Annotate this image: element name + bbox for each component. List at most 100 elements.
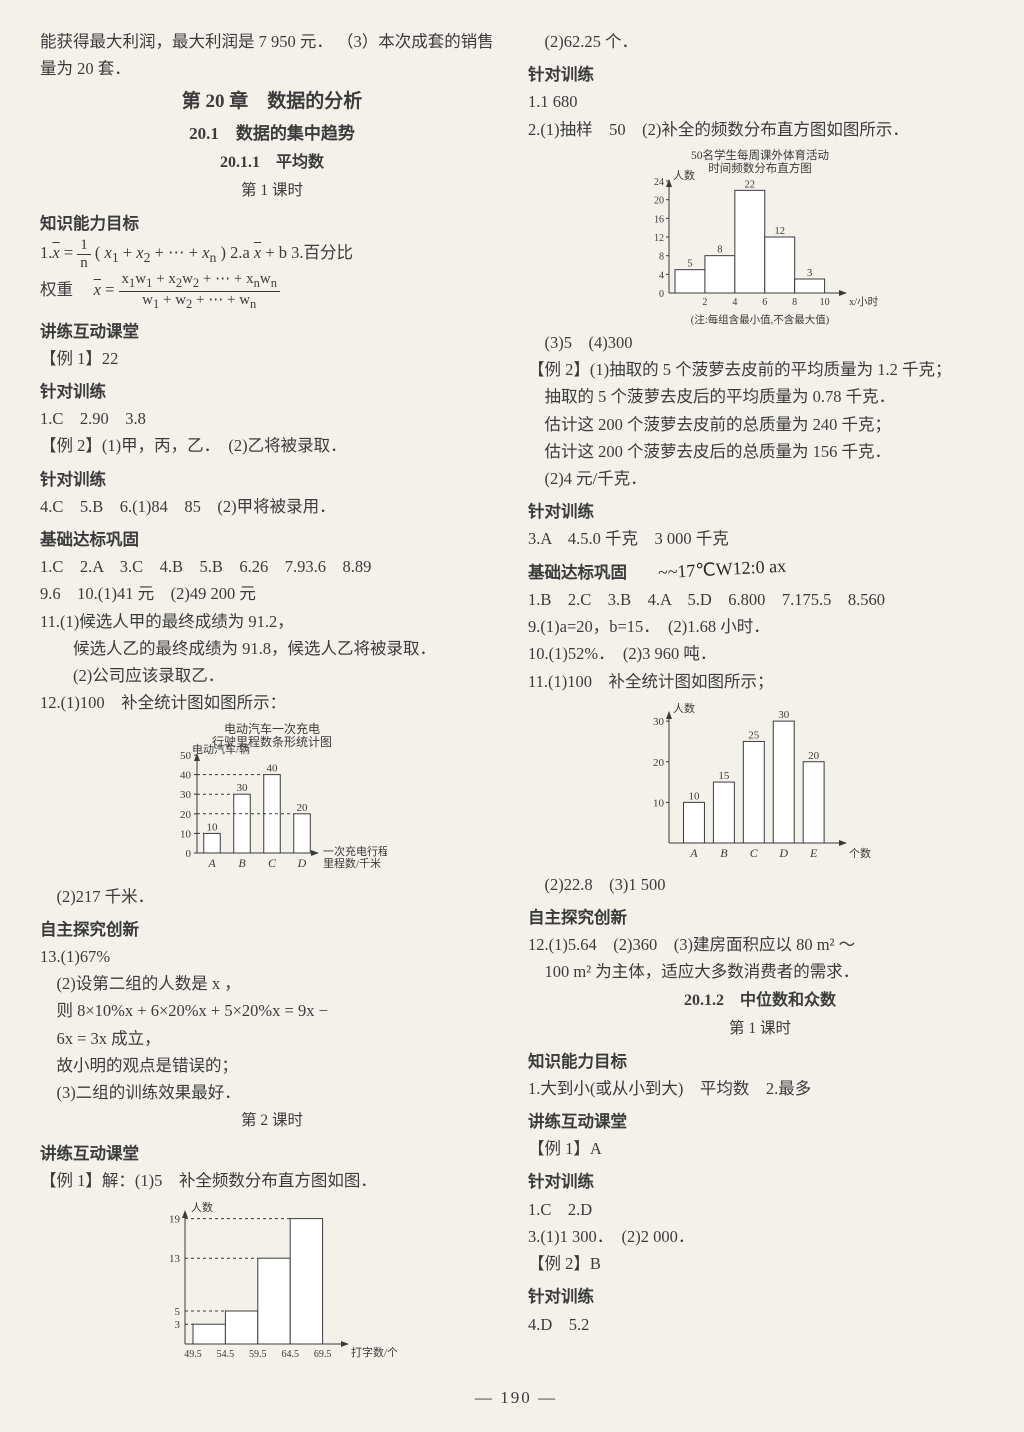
svg-text:个数: 个数	[849, 847, 871, 860]
heading-lecture: 讲练互动课堂	[40, 318, 504, 345]
svg-text:24: 24	[654, 177, 664, 188]
chart-4: 人数10203010A15B25C30D20E个数	[635, 699, 885, 869]
svg-text:69.5: 69.5	[314, 1349, 332, 1360]
formula-weight: 权重 x = x1w1 + x2w2 + ⋯ + xnwn w1 + w2 + …	[40, 271, 504, 312]
svg-text:30: 30	[237, 782, 249, 794]
explore-line: 6x = 3x 成立，	[40, 1025, 504, 1052]
example-1b: 【例 1】解：(1)5 补全频数分布直方图如图．	[40, 1167, 504, 1194]
svg-text:22: 22	[745, 179, 756, 190]
weight-label: 权重	[40, 280, 90, 299]
svg-text:13: 13	[169, 1254, 181, 1266]
svg-text:8: 8	[792, 297, 797, 308]
heading-train-r2: 针对训练	[528, 498, 992, 525]
svg-text:50名学生每周课外体育活动: 50名学生每周课外体育活动	[691, 148, 829, 162]
example-2r: 【例 2】(1)抽取的 5 个菠萝去皮前的平均质量为 1.2 千克；	[528, 356, 992, 383]
svg-text:A: A	[207, 856, 216, 870]
svg-text:0: 0	[659, 289, 664, 300]
svg-text:6: 6	[762, 297, 767, 308]
svg-text:4: 4	[732, 297, 737, 308]
svg-text:10: 10	[653, 797, 665, 809]
explore-line: 则 8×10%x + 6×20%x + 5×20%x = 9x −	[40, 997, 504, 1024]
base-line: 9.6 10.(1)41 元 (2)49 200 元	[40, 580, 504, 607]
base-line: (2)公司应该录取乙．	[40, 662, 504, 689]
chart-3: 50名学生每周课外体育活动时间频数分布直方图人数4812162024052842…	[635, 147, 885, 327]
svg-text:30: 30	[180, 789, 192, 801]
svg-text:20: 20	[297, 801, 309, 813]
heading-lecture-r: 讲练互动课堂	[528, 1108, 992, 1135]
right-column: (2)62.25 个． 针对训练 1.1 680 2.(1)抽样 50 (2)补…	[528, 28, 992, 1370]
svg-text:C: C	[268, 856, 277, 870]
svg-text:30: 30	[653, 716, 665, 728]
base-line: 10.(1)52%． (2)3 960 吨．	[528, 640, 992, 667]
lesson-label-2: 第 2 课时	[40, 1108, 504, 1134]
svg-text:54.5: 54.5	[217, 1349, 235, 1360]
knowledge-line: 1.大到小(或从小到大) 平均数 2.最多	[528, 1075, 992, 1102]
example-1: 【例 1】22	[40, 345, 504, 372]
chart-2: 人数打字数/个49.554.559.564.569.5351319	[147, 1198, 397, 1368]
svg-text:8: 8	[717, 245, 722, 256]
svg-text:40: 40	[180, 769, 192, 781]
heading-knowledge: 知识能力目标	[40, 210, 504, 237]
svg-text:15: 15	[718, 770, 730, 782]
heading-explore: 自主探究创新	[40, 916, 504, 943]
intro-text: 能获得最大利润，最大利润是 7 950 元． （3）本次成套的销售量为 20 套…	[40, 28, 504, 82]
svg-text:40: 40	[267, 762, 279, 774]
formula-mid: 2.a	[230, 243, 254, 262]
lesson-label-r: 第 1 课时	[528, 1016, 992, 1042]
subsection-title: 20.1.1 平均数	[40, 150, 504, 176]
svg-text:C: C	[750, 846, 759, 860]
svg-text:49.5: 49.5	[184, 1349, 202, 1360]
explore-line: 12.(1)5.64 (2)360 (3)建房面积应以 80 m² ～	[528, 931, 992, 958]
svg-text:16: 16	[654, 214, 664, 225]
train-line: 4.D 5.2	[528, 1311, 992, 1338]
svg-text:12: 12	[654, 233, 664, 244]
svg-text:8: 8	[659, 252, 664, 263]
train-line: 4.C 5.B 6.(1)84 85 (2)甲将被录用．	[40, 493, 504, 520]
example-2c: 【例 2】B	[528, 1250, 992, 1277]
svg-text:里程数/千米: 里程数/千米	[323, 857, 381, 870]
train-line: 2.(1)抽样 50 (2)补全的频数分布直方图如图所示．	[528, 116, 992, 143]
svg-text:打字数/个: 打字数/个	[351, 1345, 397, 1359]
base-line: 9.(1)a=20，b=15． (2)1.68 小时．	[528, 613, 992, 640]
section-title: 20.1 数据的集中趋势	[40, 120, 504, 148]
svg-text:25: 25	[748, 729, 760, 741]
svg-text:5: 5	[687, 259, 692, 270]
base-line: 11.(1)100 补全统计图如图所示；	[528, 668, 992, 695]
chapter-title: 第 20 章 数据的分析	[40, 86, 504, 117]
chart-1-wrap: 电动汽车一次充电行驶里程数条形统计图电动汽车/辆01020304050A10B3…	[40, 721, 504, 881]
example-2: 【例 2】(1)甲，丙，乙． (2)乙将被录取．	[40, 432, 504, 459]
two-column-layout: 能获得最大利润，最大利润是 7 950 元． （3）本次成套的销售量为 20 套…	[40, 28, 992, 1370]
svg-text:20: 20	[653, 756, 665, 768]
svg-text:时间频数分布直方图: 时间频数分布直方图	[708, 161, 812, 175]
svg-text:10: 10	[688, 790, 700, 802]
heading-explore-r: 自主探究创新	[528, 904, 992, 931]
svg-text:D: D	[778, 846, 788, 860]
base-line: 1.C 2.A 3.C 4.B 5.B 6.26 7.93.6 8.89	[40, 553, 504, 580]
train-line: 1.C 2.D	[528, 1196, 992, 1223]
svg-text:0: 0	[186, 848, 192, 860]
svg-text:2: 2	[702, 297, 707, 308]
heading-train-r3: 针对训练	[528, 1168, 992, 1195]
explore-line: 13.(1)67%	[40, 943, 504, 970]
svg-text:10: 10	[820, 297, 830, 308]
train-line: 1.1 680	[528, 88, 992, 115]
svg-text:10: 10	[180, 828, 192, 840]
example-2r: (2)4 元/千克．	[528, 465, 992, 492]
svg-text:59.5: 59.5	[249, 1349, 266, 1360]
svg-text:电动汽车/辆: 电动汽车/辆	[192, 742, 250, 756]
svg-text:E: E	[809, 846, 818, 860]
train-line: (3)5 (4)300	[528, 329, 992, 356]
svg-text:3: 3	[175, 1320, 181, 1332]
heading-lecture-2: 讲练互动课堂	[40, 1140, 504, 1167]
handwritten-scribble: ~~17℃W12:0 ax	[657, 551, 787, 587]
heading-knowledge-r: 知识能力目标	[528, 1048, 992, 1075]
chart-3-wrap: 50名学生每周课外体育活动时间频数分布直方图人数4812162024052842…	[528, 147, 992, 327]
svg-text:A: A	[689, 846, 698, 860]
right-line: (2)62.25 个．	[528, 28, 992, 55]
explore-line: (2)设第二组的人数是 x ，	[40, 970, 504, 997]
svg-text:50: 50	[180, 750, 192, 762]
explore-line: 故小明的观点是错误的；	[40, 1052, 504, 1079]
svg-text:3: 3	[807, 268, 812, 279]
chart-4-wrap: 人数10203010A15B25C30D20E个数	[528, 699, 992, 869]
svg-text:B: B	[238, 856, 246, 870]
